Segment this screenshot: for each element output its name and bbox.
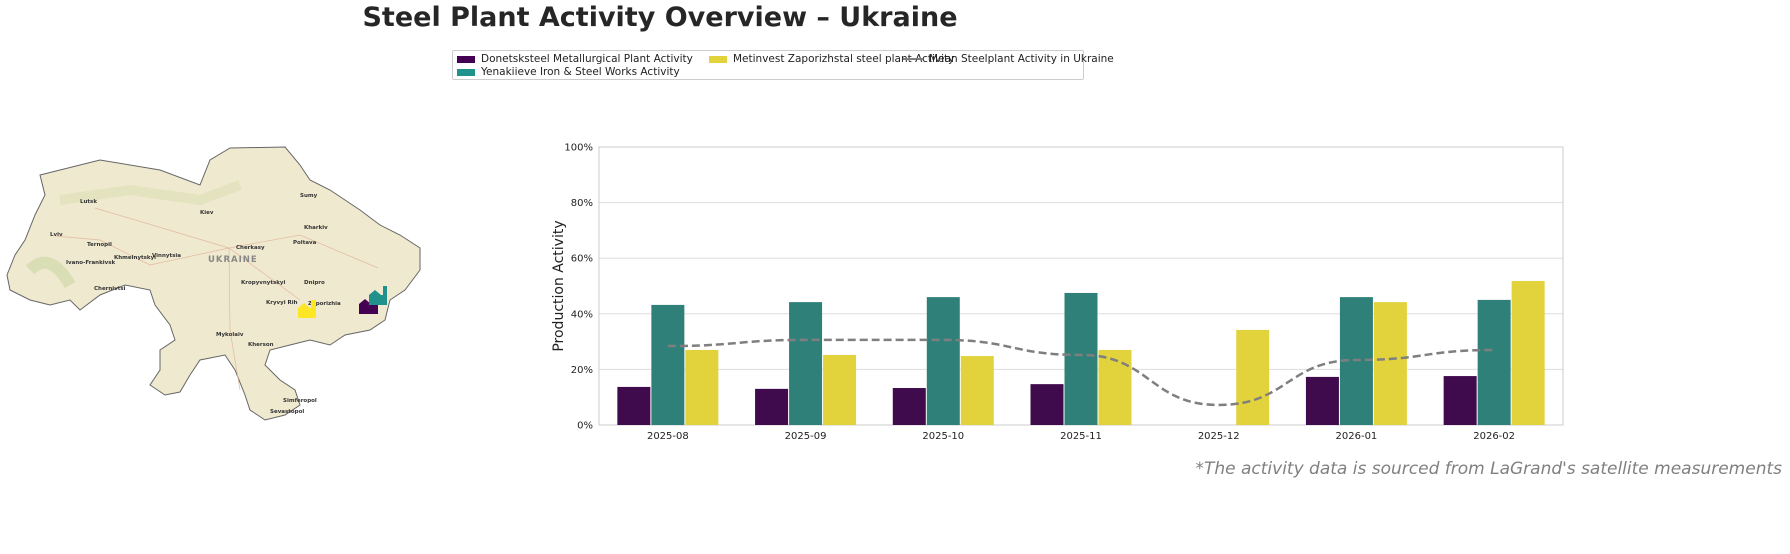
page-title: Steel Plant Activity Overview – Ukraine (362, 2, 958, 33)
city-label: Kropyvnytskyi (241, 280, 286, 286)
y-tick-label: 80% (571, 198, 593, 209)
legend-item-mean: Mean Steelplant Activity in Ukraine (903, 53, 1114, 65)
city-label: Vinnytsia (152, 253, 181, 259)
x-tick-label: 2025-09 (785, 431, 827, 442)
bar (617, 386, 651, 425)
bar (651, 304, 685, 425)
x-tick-label: 2025-10 (922, 431, 964, 442)
legend: Donetsksteel Metallurgical Plant Activit… (452, 50, 1114, 80)
city-label: Lviv (50, 232, 63, 238)
city-label: Sevastopol (270, 409, 304, 415)
ukraine-map: Lutsk Kiev Kharkiv Lviv Ternopil Khmelnytskyi… (6, 146, 421, 421)
city-label: Lutsk (80, 199, 97, 205)
x-tick-label: 2026-02 (1473, 431, 1515, 442)
y-tick-label: 0% (577, 421, 593, 432)
x-tick-label: 2026-01 (1336, 431, 1378, 442)
bar (1477, 299, 1511, 425)
city-label: Cherkasy (236, 245, 265, 251)
legend-swatch (709, 55, 727, 63)
legend-item-yenakiieve: Yenakiieve Iron & Steel Works Activity (457, 66, 680, 78)
factory-icon (359, 298, 378, 314)
y-tick-label: 60% (571, 254, 593, 265)
city-label: Kharkiv (304, 225, 328, 231)
city-label: Poltava (293, 240, 317, 246)
legend-item-zaporizhstal: Metinvest Zaporizhstal steel plant Activ… (709, 53, 954, 65)
city-label: Dnipro (304, 280, 325, 286)
city-label: Kiev (200, 210, 214, 216)
city-label: Khmelnytskyi (114, 255, 156, 261)
city-label: Simferopol (283, 398, 317, 404)
bar (789, 302, 823, 425)
legend-label: Metinvest Zaporizhstal steel plant Activ… (733, 53, 955, 65)
bar (1305, 376, 1339, 425)
ukraine-outline (6, 146, 421, 421)
factory-icon (298, 300, 316, 318)
bar (960, 356, 994, 425)
mean-line (667, 338, 1495, 407)
bar (685, 349, 719, 425)
city-label: Ternopil (87, 242, 112, 248)
y-tick-label: 40% (571, 309, 593, 320)
city-label: Sumy (300, 193, 318, 199)
legend-label: Donetsksteel Metallurgical Plant Activit… (481, 53, 693, 65)
footnote: *The activity data is sourced from LaGra… (1195, 459, 1782, 479)
city-label: Kryvyi Rih (266, 300, 298, 306)
bar (892, 388, 926, 425)
city-label: Mykolaiv (216, 332, 244, 338)
legend-label: Mean Steelplant Activity in Ukraine (929, 53, 1114, 65)
bar (1030, 384, 1064, 425)
legend-swatch (457, 55, 475, 63)
y-tick-label: 20% (571, 365, 593, 376)
city-label: Kherson (248, 342, 274, 348)
city-label: Ivano-Frankivsk (66, 260, 115, 266)
legend-swatch (457, 68, 475, 76)
bar (1236, 329, 1270, 425)
x-tick-label: 2025-12 (1198, 431, 1240, 442)
bar (1443, 376, 1477, 425)
bar (1373, 302, 1407, 425)
bar (926, 297, 960, 425)
bar (823, 354, 857, 425)
factory-icon (369, 286, 387, 305)
city-label: Zaporizhia (308, 301, 341, 307)
bar (1064, 292, 1098, 425)
x-tick-label: 2025-08 (647, 431, 689, 442)
country-label: UKRAINE (208, 255, 258, 265)
y-tick-label: 100% (564, 143, 593, 154)
x-tick-label: 2025-11 (1060, 431, 1102, 442)
legend-label: Yenakiieve Iron & Steel Works Activity (481, 66, 680, 78)
bar (1511, 280, 1545, 425)
legend-item-donetsksteel: Donetsksteel Metallurgical Plant Activit… (457, 53, 693, 65)
legend-dash (903, 58, 923, 60)
y-axis-label: Production Activity (551, 220, 567, 351)
bar (755, 388, 789, 425)
city-label: Chernivtsi (94, 286, 126, 292)
bar (1098, 349, 1132, 425)
